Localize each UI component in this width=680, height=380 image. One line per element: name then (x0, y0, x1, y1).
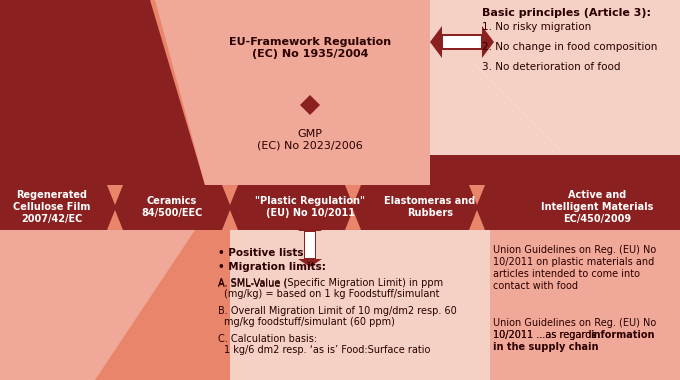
Text: in the supply chain: in the supply chain (493, 342, 598, 352)
Text: Active and
Intelligent Materials
EC/450/2009: Active and Intelligent Materials EC/450/… (541, 190, 653, 223)
Polygon shape (155, 0, 430, 185)
Polygon shape (430, 0, 680, 185)
Polygon shape (0, 0, 205, 185)
Text: 10/2011 ...as regards: 10/2011 ...as regards (493, 330, 600, 340)
Text: Basic principles (Article 3):: Basic principles (Article 3): (482, 8, 651, 18)
Text: contact with food: contact with food (493, 281, 578, 291)
Polygon shape (0, 230, 195, 380)
Polygon shape (430, 155, 680, 185)
Polygon shape (469, 185, 485, 205)
Text: 1. No risky migration: 1. No risky migration (482, 22, 591, 32)
Text: 10/2011 on plastic materials and: 10/2011 on plastic materials and (493, 257, 654, 267)
Text: 10/2011 ...as regards: 10/2011 ...as regards (493, 330, 600, 340)
Text: 2. No change in food composition: 2. No change in food composition (482, 42, 658, 52)
Polygon shape (490, 230, 680, 380)
Polygon shape (300, 95, 320, 115)
Text: • Migration limits:: • Migration limits: (218, 262, 326, 272)
Text: Regenerated
Cellulose Film
2007/42/EC: Regenerated Cellulose Film 2007/42/EC (14, 190, 90, 223)
Text: information: information (590, 330, 654, 340)
Text: 3. No deterioration of food: 3. No deterioration of food (482, 62, 620, 72)
Polygon shape (107, 210, 123, 230)
Text: Union Guidelines on Reg. (EU) No: Union Guidelines on Reg. (EU) No (493, 318, 656, 328)
Polygon shape (305, 232, 315, 258)
Text: Elastomeras and
Rubbers: Elastomeras and Rubbers (384, 196, 475, 218)
Text: articles intended to come into: articles intended to come into (493, 269, 640, 279)
Text: C. Calculation basis:: C. Calculation basis: (218, 334, 317, 344)
Text: A. SML-Value (Specific Migration Limit) in ppm: A. SML-Value (Specific Migration Limit) … (218, 278, 443, 288)
Text: (mg/kg) = based on 1 kg Foodstuff/simulant: (mg/kg) = based on 1 kg Foodstuff/simula… (224, 289, 439, 299)
Text: mg/kg foodstuff/simulant (60 ppm): mg/kg foodstuff/simulant (60 ppm) (224, 317, 395, 327)
Polygon shape (0, 230, 230, 380)
Polygon shape (0, 185, 680, 230)
Text: 1 kg/6 dm2 resp. ‘as is’ Food:Surface ratio: 1 kg/6 dm2 resp. ‘as is’ Food:Surface ra… (224, 345, 430, 355)
Polygon shape (230, 230, 680, 380)
Polygon shape (107, 185, 123, 205)
Text: Ceramics
84/500/EEC: Ceramics 84/500/EEC (141, 196, 203, 218)
Text: GMP
(EC) No 2023/2006: GMP (EC) No 2023/2006 (257, 129, 363, 151)
Text: Union Guidelines on Reg. (EU) No: Union Guidelines on Reg. (EU) No (493, 245, 656, 255)
Polygon shape (298, 223, 322, 267)
Polygon shape (470, 0, 680, 150)
Polygon shape (345, 210, 361, 230)
Text: EU-Framework Regulation
(EC) No 1935/2004: EU-Framework Regulation (EC) No 1935/200… (229, 37, 391, 59)
Text: B. Overall Migration Limit of 10 mg/dm2 resp. 60: B. Overall Migration Limit of 10 mg/dm2 … (218, 306, 457, 316)
Polygon shape (430, 26, 494, 58)
Text: A. SML-Value (: A. SML-Value ( (218, 278, 288, 288)
Text: • Positive lists: • Positive lists (218, 248, 303, 258)
Polygon shape (443, 36, 481, 48)
Polygon shape (222, 210, 238, 230)
Polygon shape (469, 210, 485, 230)
Polygon shape (345, 185, 361, 205)
Polygon shape (470, 0, 680, 150)
Text: "Plastic Regulation"
(EU) No 10/2011: "Plastic Regulation" (EU) No 10/2011 (255, 196, 365, 218)
Polygon shape (222, 185, 238, 205)
